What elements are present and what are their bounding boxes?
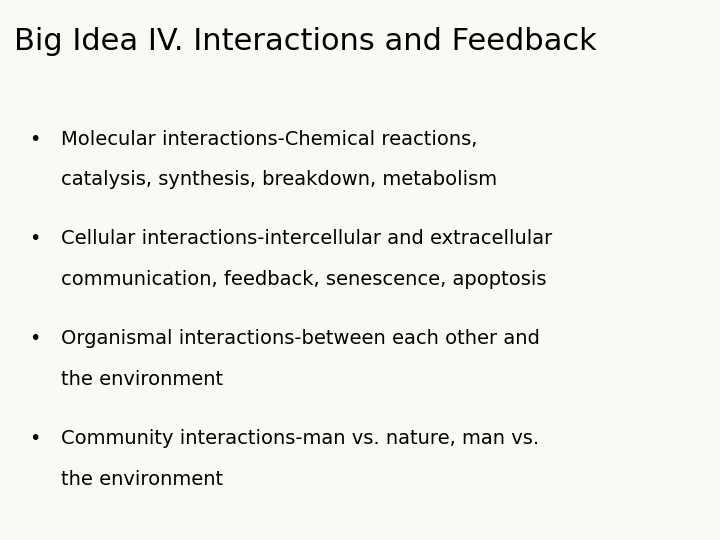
Text: •: • [29,130,40,148]
Text: communication, feedback, senescence, apoptosis: communication, feedback, senescence, apo… [61,270,546,289]
Text: •: • [29,230,40,248]
Text: Big Idea IV. Interactions and Feedback: Big Idea IV. Interactions and Feedback [14,27,597,56]
Text: •: • [29,429,40,448]
Text: the environment: the environment [61,470,223,489]
Text: Molecular interactions-Chemical reactions,: Molecular interactions-Chemical reaction… [61,130,477,148]
Text: Cellular interactions-intercellular and extracellular: Cellular interactions-intercellular and … [61,230,552,248]
Text: the environment: the environment [61,370,223,389]
Text: •: • [29,329,40,348]
Text: Community interactions-man vs. nature, man vs.: Community interactions-man vs. nature, m… [61,429,539,448]
Text: Organismal interactions-between each other and: Organismal interactions-between each oth… [61,329,540,348]
Text: catalysis, synthesis, breakdown, metabolism: catalysis, synthesis, breakdown, metabol… [61,170,498,189]
